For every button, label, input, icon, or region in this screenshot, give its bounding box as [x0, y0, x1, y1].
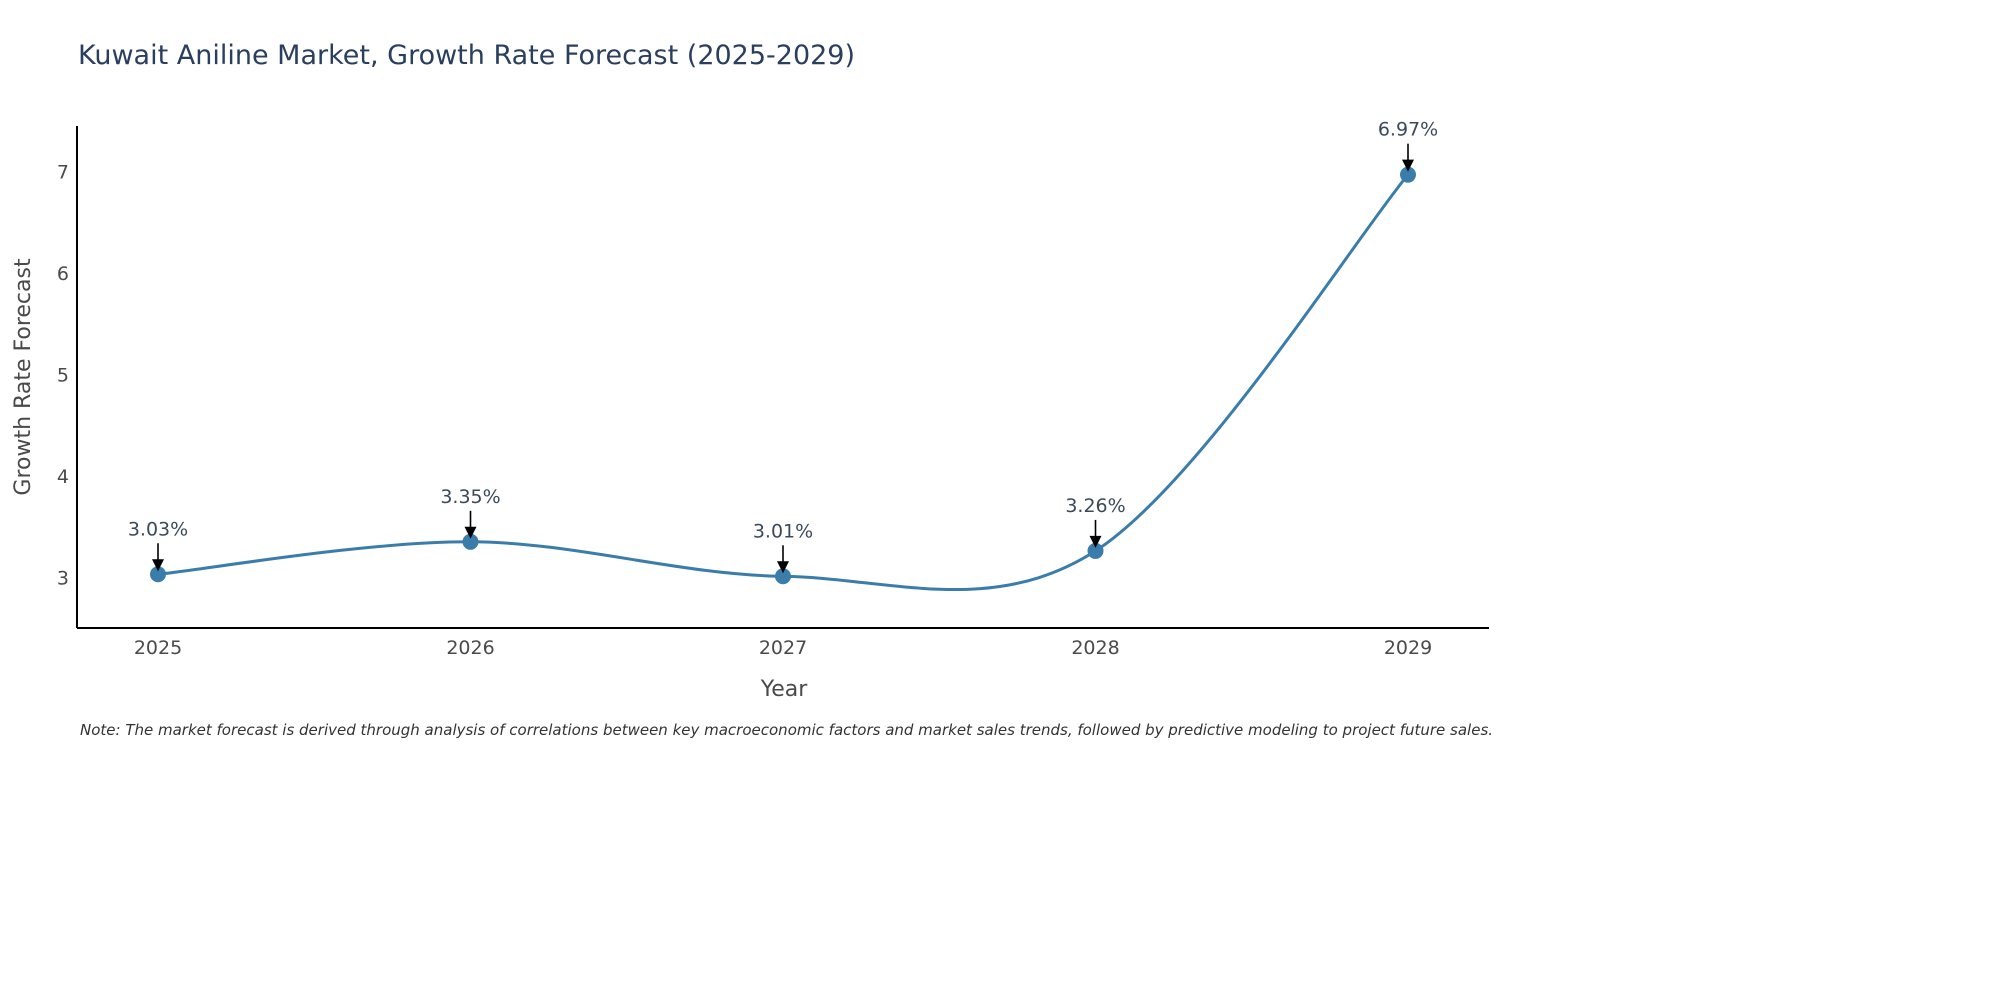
x-tick-label: 2025	[134, 637, 182, 659]
x-tick-label: 2028	[1071, 637, 1119, 659]
y-tick-label: 7	[57, 162, 69, 184]
footnote: Note: The market forecast is derived thr…	[80, 721, 1493, 739]
annotation-arrow-head	[1402, 159, 1414, 172]
series-line	[157, 173, 1410, 592]
annotation-arrow-head	[152, 559, 164, 572]
chart-title: Kuwait Aniline Market, Growth Rate Forec…	[78, 40, 855, 71]
data-label: 3.35%	[440, 486, 500, 508]
annotation-arrow-head	[777, 561, 789, 574]
data-label: 3.01%	[753, 520, 813, 542]
series-layer	[150, 166, 1416, 592]
annotation-layer: 3.03% 3.35% 3.01% 3.26% 6.97%	[128, 119, 1438, 574]
y-tick-label: 4	[57, 466, 69, 488]
data-point-2026	[462, 533, 479, 550]
x-axis-title: Year	[760, 677, 809, 702]
y-axis-title: Growth Rate Forecast	[11, 258, 36, 496]
data-point-2028	[1087, 542, 1104, 559]
annotation-arrow-head	[464, 526, 477, 539]
x-tick-label: 2027	[759, 637, 807, 659]
x-axis-ticks: 2025 2026 2027 2028 2029	[134, 637, 1432, 659]
data-point-2029	[1400, 166, 1416, 183]
y-tick-label: 3	[57, 567, 69, 589]
annotation-arrow-head	[1089, 535, 1102, 548]
data-label: 3.26%	[1065, 495, 1125, 517]
y-tick-label: 6	[57, 263, 69, 285]
data-label: 6.97%	[1378, 119, 1438, 141]
data-point-2027	[775, 568, 791, 585]
x-tick-label: 2026	[446, 637, 494, 659]
data-point-2025	[150, 566, 166, 583]
x-tick-label: 2029	[1384, 637, 1432, 659]
y-axis-ticks: 3 4 5 6 7	[57, 162, 69, 590]
y-tick-label: 5	[57, 364, 69, 386]
data-label: 3.03%	[128, 518, 188, 540]
